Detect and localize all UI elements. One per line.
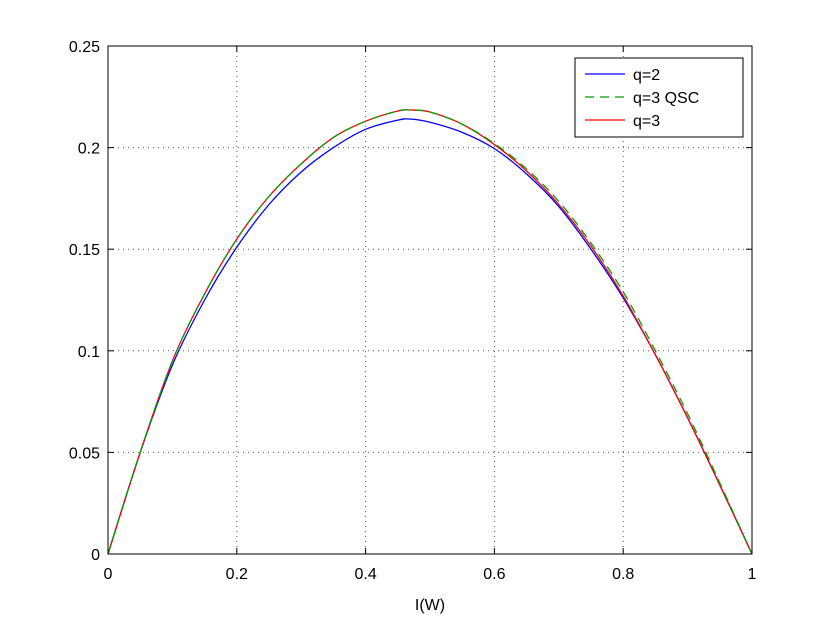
x-tick-label: 0 [104, 566, 113, 583]
legend-label: q=3 [633, 113, 660, 130]
y-tick-label: 0.1 [78, 344, 100, 361]
y-tick-label: 0.05 [69, 445, 100, 462]
y-tick-label: 0.25 [69, 39, 100, 56]
y-tick-label: 0.2 [78, 141, 100, 158]
y-tick-label: 0.15 [69, 242, 100, 259]
x-tick-label: 0.2 [226, 566, 248, 583]
x-tick-label: 1 [748, 566, 757, 583]
x-axis-label: I(W) [415, 597, 445, 614]
legend-label: q=2 [633, 67, 660, 84]
axes-frame [107, 45, 753, 555]
x-tick-label: 0.6 [483, 566, 505, 583]
y-tick-label: 0 [91, 547, 100, 564]
ticks [107, 45, 753, 555]
series-line-q-3-qsc [107, 109, 753, 555]
x-tick-label: 0.4 [354, 566, 376, 583]
tick-labels: 0 0.2 0.4 0.6 0.8 1 0 0.05 0.1 0.15 0.2 0.25 [69, 39, 757, 583]
series-group [107, 109, 753, 555]
legend-label: q=3 QSC [633, 90, 699, 107]
legend: q=2 q=3 QSC q=3 [574, 57, 744, 138]
x-tick-label: 0.8 [612, 566, 634, 583]
